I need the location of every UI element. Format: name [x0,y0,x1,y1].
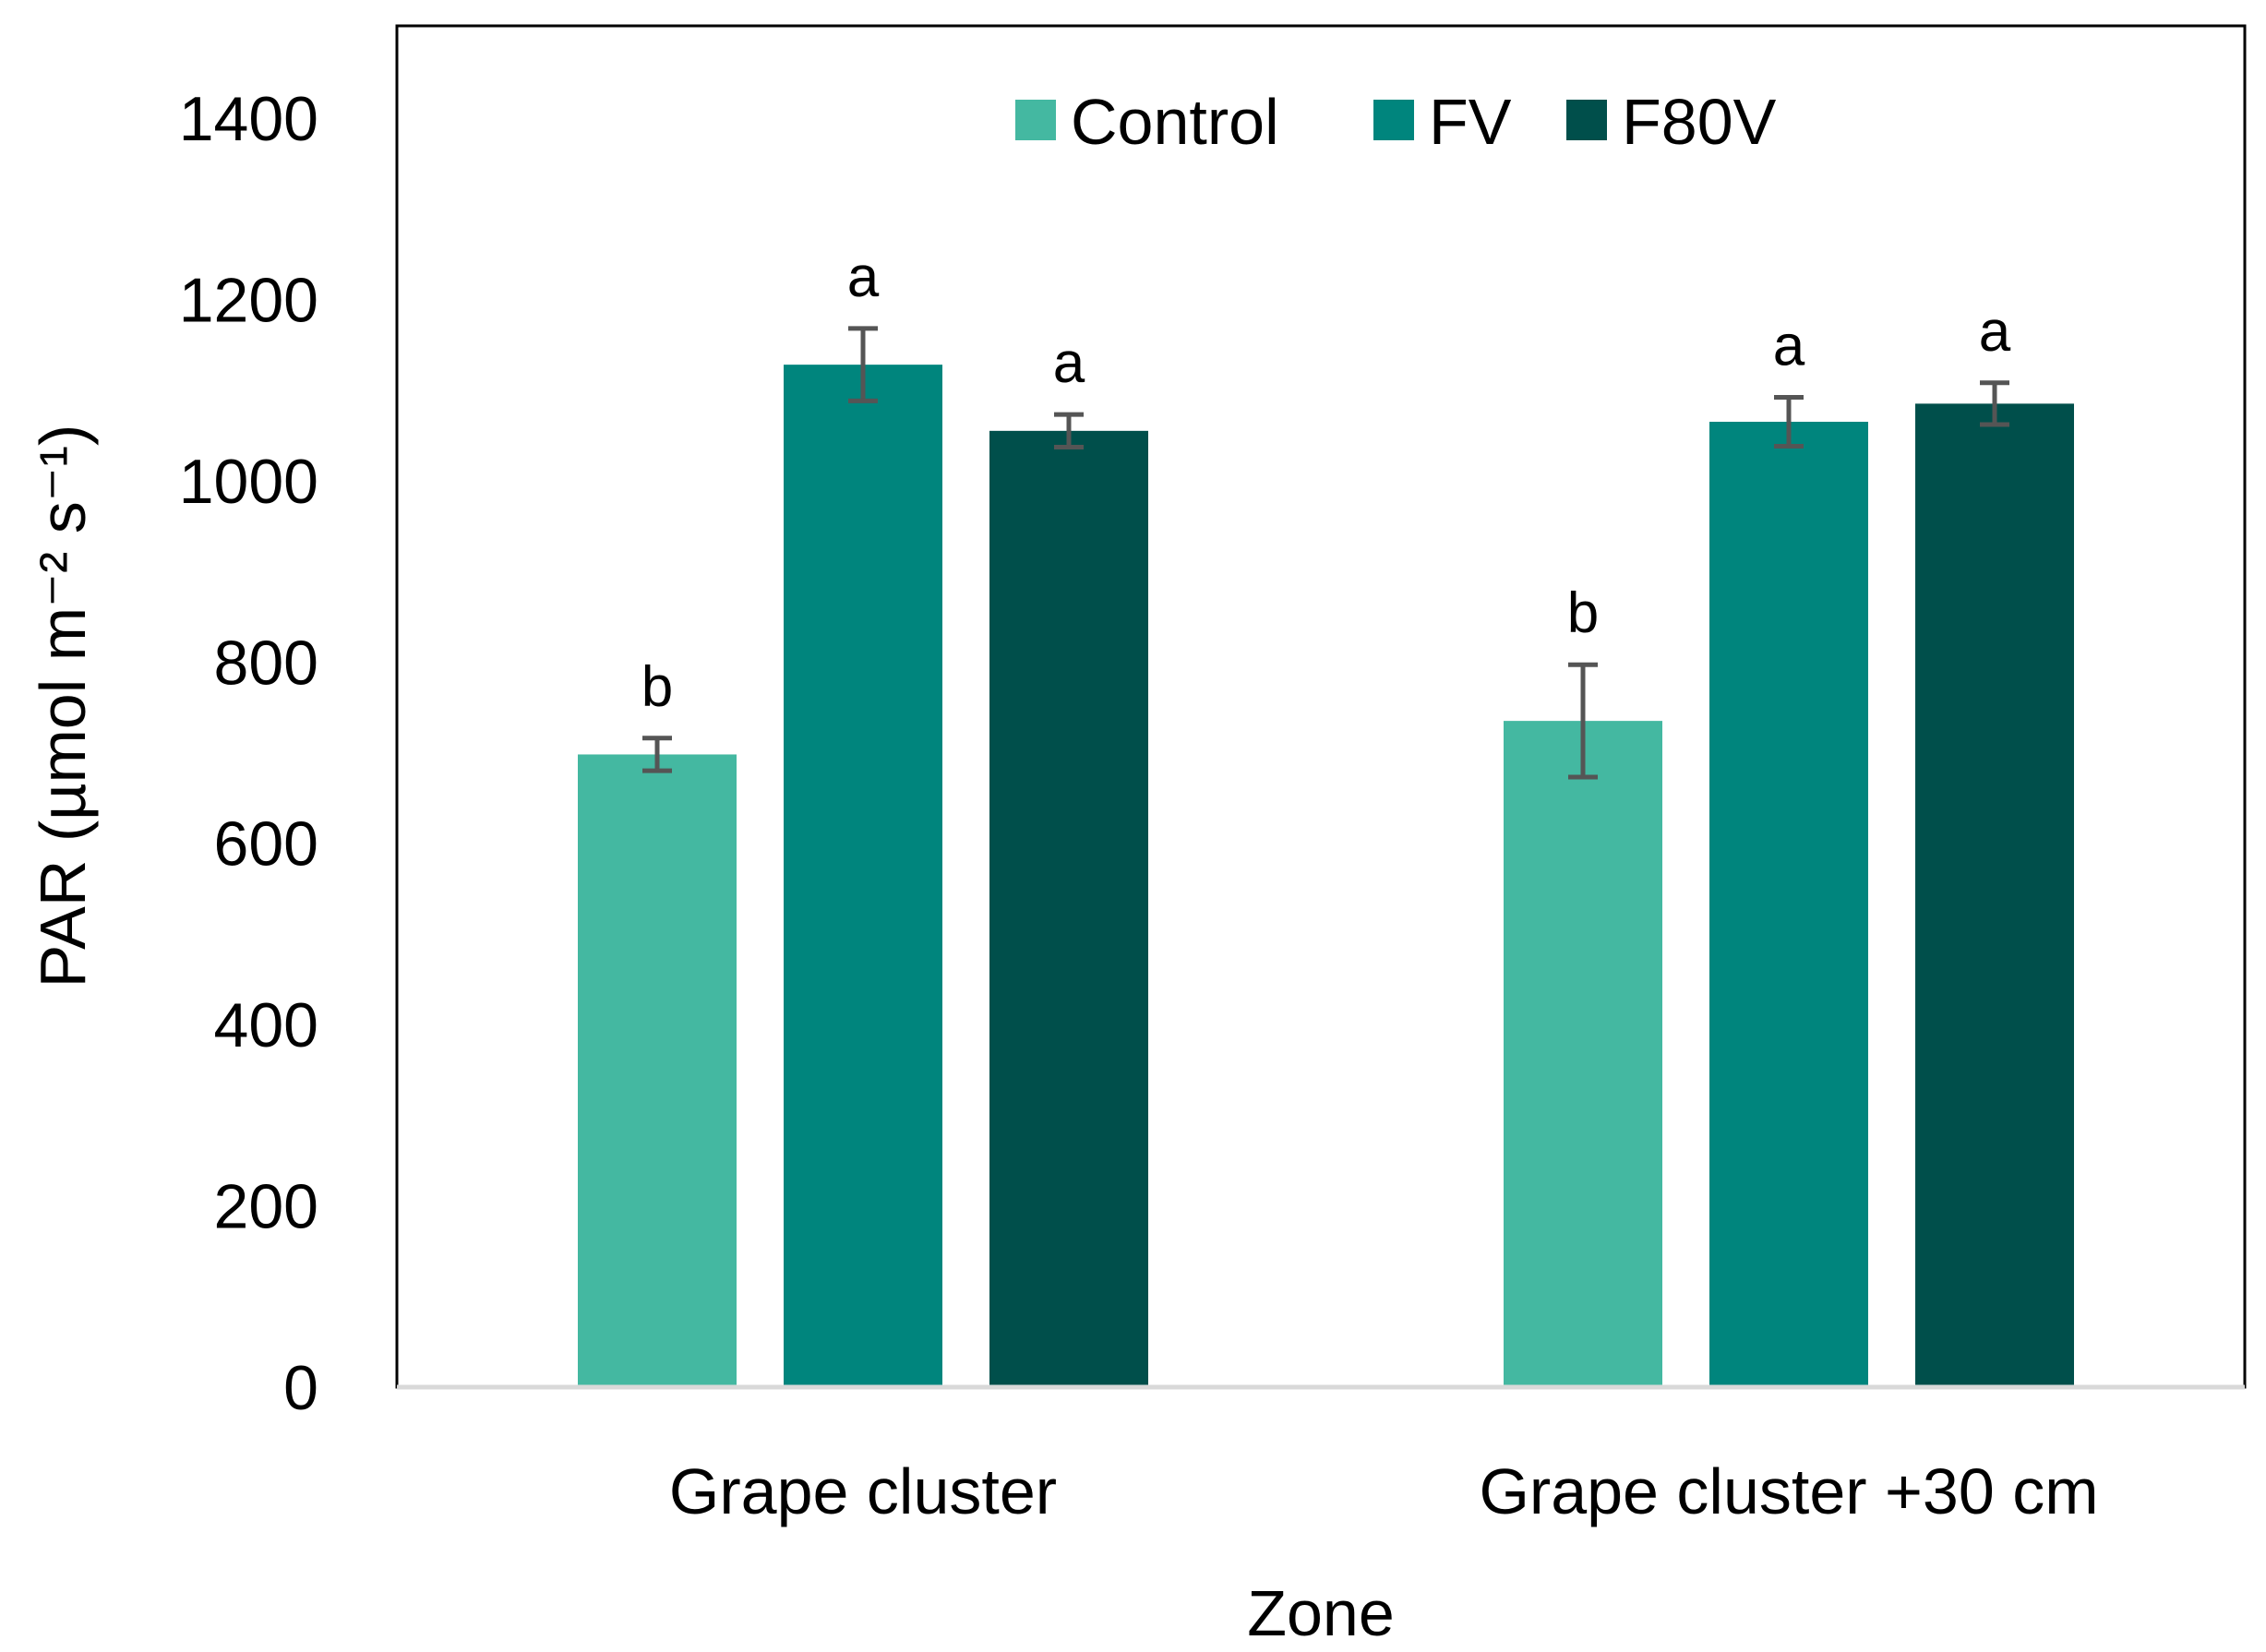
y-tick-label: 1000 [179,447,318,517]
legend-swatch-control [1015,100,1056,140]
bar-f80v-1 [989,430,1148,1387]
y-axis-title: PAR (µmol m⁻² s⁻¹) [27,425,99,988]
bar-fv-2 [1709,422,1868,1388]
legend: Control FV F80V [1015,86,1777,158]
significance-letter-fv-2: a [1773,315,1805,378]
legend-swatch-fv [1373,100,1414,140]
y-tick-label: 0 [283,1353,318,1423]
significance-letter-f80v-2: a [1979,300,2011,364]
bars-layer [578,365,2074,1388]
x-category-label: Grape cluster +30 cm [1479,1455,2098,1527]
significance-letter-fv-1: a [847,245,880,309]
bar-f80v-2 [1915,403,2074,1387]
error-bars-layer [642,326,2009,780]
bar-fv-1 [784,365,942,1388]
bar-control-2 [1504,721,1662,1387]
significance-letters-layer: b b a a a a [641,245,2011,719]
error-bar-control-2 [1568,662,1598,780]
significance-letter-f80v-1: a [1053,331,1085,395]
legend-swatch-f80v [1566,100,1607,140]
x-axis-title: Zone [1247,1577,1395,1649]
y-tick-label: 400 [214,990,318,1060]
error-bar-fv-2 [1774,395,1804,449]
x-category-label: Grape cluster [669,1455,1057,1527]
error-bar-control-1 [642,736,672,773]
y-tick-label: 1400 [179,84,318,154]
error-bar-f80v-1 [1054,412,1084,450]
legend-label-fv: FV [1429,86,1512,158]
legend-label-control: Control [1071,86,1279,158]
y-tick-label: 1200 [179,265,318,335]
error-bar-fv-1 [848,326,878,403]
legend-label-f80v: F80V [1622,86,1777,158]
error-bar-f80v-2 [1980,380,2009,427]
y-tick-label: 600 [214,809,318,880]
x-axis-category-labels: Grape cluster Grape cluster +30 cm [669,1455,2099,1527]
significance-letter-control-2: b [1567,581,1599,645]
y-axis-tick-labels: 0 200 400 600 800 1000 1200 1400 [179,84,318,1423]
significance-letter-control-1: b [641,655,673,719]
bar-control-1 [578,754,737,1387]
y-tick-label: 200 [214,1172,318,1242]
y-tick-label: 800 [214,628,318,698]
